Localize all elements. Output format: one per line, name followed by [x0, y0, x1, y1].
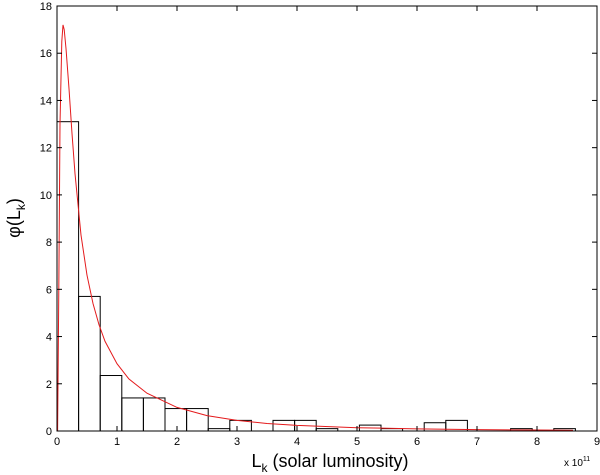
x-tick-label: 0 [54, 436, 60, 448]
y-tick-label: 14 [40, 95, 52, 107]
fit-curve-line [57, 24, 574, 432]
x-tick-label: 1 [114, 436, 120, 448]
histogram-bars [56, 121, 576, 432]
histogram-bar [121, 397, 144, 432]
x-tick-label: 9 [594, 436, 600, 448]
y-tick-label: 8 [46, 237, 52, 249]
x-tick-label: 7 [474, 436, 480, 448]
y-tick-label: 4 [46, 332, 52, 344]
x-axis-label: Lk (solar luminosity) [251, 451, 408, 475]
y-tick-label: 6 [46, 284, 52, 296]
x-multiplier-label: x 1011 [564, 456, 590, 469]
x-tick-label: 5 [354, 436, 360, 448]
y-tick-label: 0 [46, 426, 52, 438]
x-tick-label: 4 [294, 436, 300, 448]
plot-frame [56, 5, 598, 432]
x-tick-label: 6 [414, 436, 420, 448]
y-tick-label: 10 [40, 190, 52, 202]
histogram-bar [142, 397, 166, 432]
y-axis-label: φ(Lk) [4, 198, 28, 238]
histogram-bar [272, 419, 296, 432]
x-tick-label: 8 [534, 436, 540, 448]
x-tick-label: 2 [174, 436, 180, 448]
x-tick-label: 3 [234, 436, 240, 448]
histogram-bar [56, 121, 80, 432]
fit-curve-layer [57, 24, 574, 432]
y-tick-label: 2 [46, 379, 52, 391]
histogram-bar [186, 408, 209, 432]
axes [56, 5, 598, 432]
y-tick-label: 16 [40, 48, 52, 60]
y-tick-label: 18 [40, 1, 52, 13]
histogram-bar [164, 408, 188, 432]
histogram-bar [99, 375, 123, 432]
histogram-bar [423, 422, 447, 432]
y-tick-label: 12 [40, 143, 52, 155]
